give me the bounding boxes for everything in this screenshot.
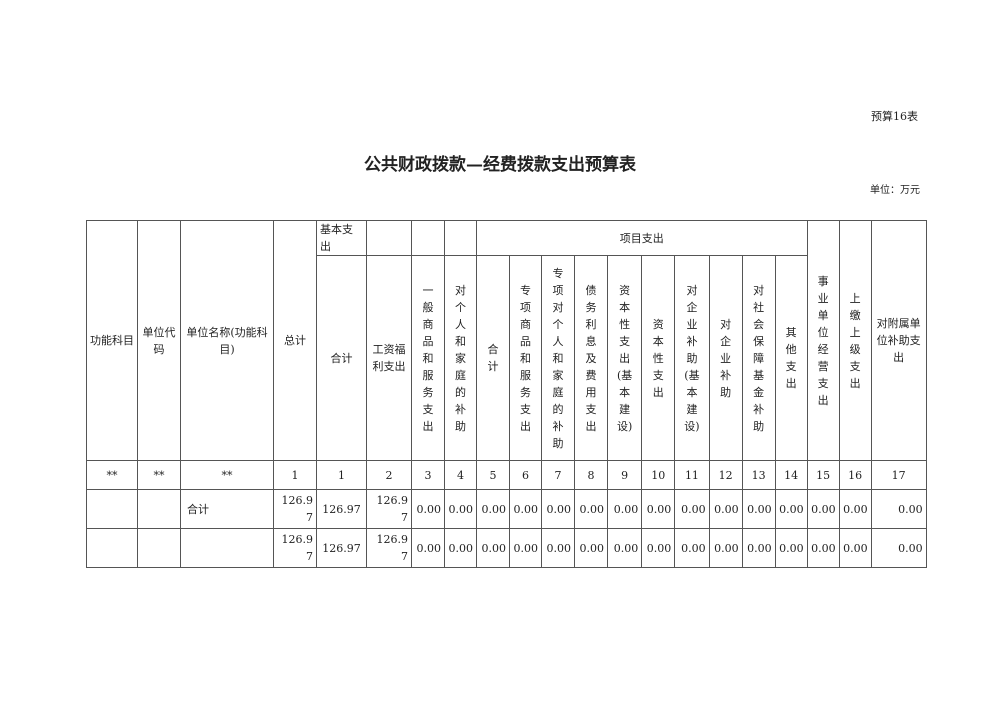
column-number: 7 [541, 460, 575, 490]
cell-value: 0.00 [674, 489, 710, 529]
cell-value: 0.00 [444, 489, 477, 529]
cell-name: 合计 [180, 489, 274, 529]
header-biz: 事业单位经营支出 [806, 220, 840, 461]
table-row: 合计 126.97 126.97 126.97 0.00 0.00 0.00 0.00 0.00… [86, 489, 927, 529]
cell-value: 0.00 [806, 489, 840, 529]
cell-code [137, 489, 181, 529]
column-number: ** [86, 460, 138, 490]
column-number: 11 [674, 460, 710, 490]
cell-func [86, 528, 138, 568]
column-number: 12 [708, 460, 743, 490]
cell-value: 0.00 [741, 528, 776, 568]
cell-value: 0.00 [476, 528, 510, 568]
empty-cell [444, 220, 477, 256]
column-number: 16 [838, 460, 872, 490]
header-basic-col: 一般商品和服务支出 [411, 255, 445, 461]
cell-value: 0.00 [574, 528, 608, 568]
column-number: 1 [273, 460, 317, 490]
cell-value: 0.00 [411, 489, 445, 529]
empty-cell [411, 220, 445, 256]
header-basic-col: 对个人和家庭的补助 [444, 255, 477, 461]
header-project: 项目支出 [476, 220, 808, 256]
column-number: 5 [476, 460, 510, 490]
cell-value: 0.00 [708, 528, 743, 568]
cell-value: 0.00 [741, 489, 776, 529]
column-number: 2 [366, 460, 412, 490]
column-number: 14 [774, 460, 808, 490]
cell-value: 0.00 [541, 528, 575, 568]
column-number: 9 [606, 460, 643, 490]
column-number: ** [180, 460, 274, 490]
header-project-col: 对企业补助(基本建设) [674, 255, 710, 461]
cell-value: 0.00 [674, 528, 710, 568]
column-number: ** [137, 460, 181, 490]
cell-value: 0.00 [574, 489, 608, 529]
cell-value: 126.97 [316, 489, 367, 529]
cell-value: 0.00 [541, 489, 575, 529]
header-project-col: 其他支出 [774, 255, 808, 461]
header-project-col: 资本性支出(基本建设) [606, 255, 643, 461]
header-project-col: 合计 [476, 255, 510, 461]
header-project-col: 对社会保障基金补助 [741, 255, 776, 461]
cell-value: 126.97 [366, 489, 412, 529]
cell-value: 0.00 [774, 489, 808, 529]
header-basic-col: 合计 [316, 255, 367, 461]
cell-value: 0.00 [838, 489, 872, 529]
unit-label: 单位：万元 [870, 185, 920, 196]
header-sub: 对附属单位补助支出 [870, 220, 927, 461]
header-func: 功能科目 [86, 220, 138, 461]
cell-value: 0.00 [806, 528, 840, 568]
header-total: 总计 [273, 220, 317, 461]
cell-value: 0.00 [708, 489, 743, 529]
header-project-col: 专项商品和服务支出 [509, 255, 542, 461]
cell-value: 0.00 [509, 489, 542, 529]
cell-value: 0.00 [838, 528, 872, 568]
header-project-col: 对企业补助 [708, 255, 743, 461]
cell-value: 0.00 [606, 489, 643, 529]
column-number: 3 [411, 460, 445, 490]
cell-value: 126.97 [273, 528, 317, 568]
column-number: 6 [509, 460, 542, 490]
cell-code [137, 528, 181, 568]
header-project-col: 债务利息及费用支出 [574, 255, 608, 461]
column-number: 10 [641, 460, 676, 490]
header-basic: 基本支出 [316, 220, 367, 256]
cell-value: 0.00 [444, 528, 477, 568]
column-number: 15 [806, 460, 840, 490]
cell-value: 126.97 [273, 489, 317, 529]
column-number: 1 [316, 460, 367, 490]
column-number: 4 [444, 460, 477, 490]
cell-value: 0.00 [476, 489, 510, 529]
cell-value: 0.00 [641, 489, 676, 529]
header-code: 单位代码 [137, 220, 181, 461]
cell-value: 0.00 [606, 528, 643, 568]
header-upper: 上缴上级支出 [838, 220, 872, 461]
cell-value: 126.97 [316, 528, 367, 568]
cell-name [180, 528, 274, 568]
table-row: 126.97 126.97 126.97 0.00 0.00 0.00 0.00 0.00 0.… [86, 528, 927, 568]
column-number: 8 [574, 460, 608, 490]
header-project-col: 资本性支出 [641, 255, 676, 461]
cell-value: 0.00 [509, 528, 542, 568]
header-basic-col: 工资福利支出 [366, 255, 412, 461]
cell-value: 0.00 [870, 528, 927, 568]
form-number: 预算16表 [871, 110, 918, 123]
header-name: 单位名称(功能科目) [180, 220, 274, 461]
cell-value: 126.97 [366, 528, 412, 568]
column-number: 13 [741, 460, 776, 490]
column-number-row: ** ** ** 1 1 2 3 4 5 6 7 8 9 10 11 12 13 14 15 16 17 [86, 460, 927, 490]
cell-value: 0.00 [870, 489, 927, 529]
cell-value: 0.00 [641, 528, 676, 568]
budget-table: 功能科目 单位代码 单位名称(功能科目) 总计 基本支出 项目支出 事业单位经营… [86, 220, 927, 568]
header-project-col: 专项对个人和家庭的补助 [541, 255, 575, 461]
cell-func [86, 489, 138, 529]
column-number: 17 [870, 460, 927, 490]
cell-value: 0.00 [774, 528, 808, 568]
page-title: 公共财政拨款—经费拨款支出预算表 [364, 155, 636, 175]
cell-value: 0.00 [411, 528, 445, 568]
empty-cell [366, 220, 412, 256]
